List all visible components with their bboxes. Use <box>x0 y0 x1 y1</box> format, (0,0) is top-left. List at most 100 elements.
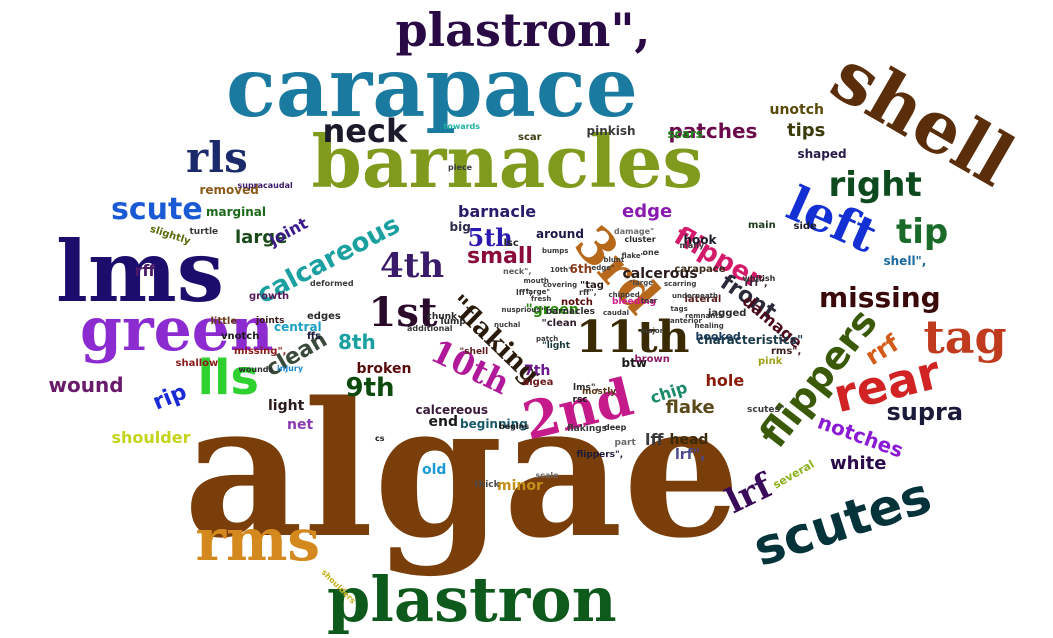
cloud-word: carapace <box>674 264 726 275</box>
cloud-word: mouth <box>523 276 549 285</box>
cloud-word: vnotch <box>221 331 260 342</box>
cloud-word: supra <box>886 398 964 426</box>
cloud-word: blunt <box>603 255 625 264</box>
cloud-word: bleeding <box>612 296 657 307</box>
cloud-word: hook <box>683 233 717 247</box>
cloud-word: edge <box>622 201 673 222</box>
cloud-word: algea <box>522 377 554 388</box>
cloud-word: big <box>449 220 471 234</box>
cloud-word: shallow <box>175 358 219 369</box>
cloud-word: damage" <box>614 227 655 236</box>
cloud-word: anterior <box>670 316 702 325</box>
cloud-word: thick <box>474 479 500 490</box>
cloud-word: part <box>614 437 636 448</box>
cloud-word: carapace <box>226 40 638 136</box>
cloud-word: "clean <box>541 318 577 329</box>
cloud-word: caudal <box>603 308 629 317</box>
cloud-word: brown <box>634 354 670 365</box>
cloud-word: end <box>428 414 458 430</box>
cloud-word: hole <box>705 371 745 390</box>
cloud-word: many <box>679 241 705 250</box>
cloud-word: nuchal <box>494 320 521 329</box>
cloud-word: scar <box>518 132 542 143</box>
cloud-word: barnacles <box>311 119 703 204</box>
cloud-word: cluster <box>624 235 656 244</box>
cloud-word: "tag <box>580 280 604 291</box>
cloud-word: "green <box>525 302 579 318</box>
cloud-word: whitish <box>742 274 776 283</box>
cloud-word: large <box>235 227 288 248</box>
cloud-word: several <box>770 457 816 491</box>
cloud-word: chipped <box>608 290 640 299</box>
cloud-word: bumps <box>542 246 569 255</box>
cloud-word: minor <box>497 478 543 494</box>
cloud-word: right <box>828 165 922 205</box>
cloud-word: one <box>642 248 660 257</box>
cloud-word: removed <box>199 183 259 197</box>
cloud-word: covering <box>543 280 578 289</box>
cloud-word: calcerous <box>622 266 698 282</box>
cloud-word: head <box>669 432 709 448</box>
cloud-word: towards <box>443 122 481 131</box>
cloud-word: patches <box>668 119 758 143</box>
cloud-word: missing", <box>234 346 287 357</box>
cloud-word: rsc <box>572 394 588 405</box>
cloud-word: pink <box>758 356 783 367</box>
cloud-word: tips <box>787 120 826 141</box>
cloud-word: beginning <box>460 417 528 431</box>
cloud-word: "large <box>629 278 653 287</box>
cloud-word: tag <box>923 310 1007 364</box>
cloud-word: shaped <box>797 147 847 161</box>
cloud-word: patch <box>536 334 559 343</box>
cloud-word: scale <box>535 471 559 480</box>
cloud-word: joint <box>265 213 311 250</box>
cloud-word: algae <box>183 360 741 579</box>
cloud-word: tear <box>641 296 658 305</box>
cloud-word: scarring <box>664 279 697 288</box>
cloud-word: "light <box>542 340 571 351</box>
cloud-word: btw <box>621 356 647 370</box>
cloud-word: deep <box>604 423 627 432</box>
cloud-word: 9th <box>345 373 395 403</box>
cloud-word: main <box>748 220 776 231</box>
cloud-word: lms <box>56 222 225 321</box>
cloud-word: scutes" <box>747 404 785 415</box>
cloud-word: supracaudal <box>237 181 293 190</box>
cloud-word: neck <box>322 112 408 150</box>
cloud-word: rff", <box>579 288 597 297</box>
cloud-word: 8th <box>338 330 376 354</box>
cloud-word: underneath <box>672 291 718 300</box>
cloud-word: old <box>422 462 447 478</box>
cloud-word: cs <box>375 434 385 443</box>
cloud-word: wound <box>48 373 124 397</box>
cloud-word: flake <box>665 397 715 418</box>
cloud-word: notch <box>561 297 593 308</box>
cloud-word: lateral <box>684 294 722 305</box>
cloud-word: rms <box>195 506 321 574</box>
cloud-word: flippers", <box>576 449 624 460</box>
cloud-word: lls <box>197 350 259 406</box>
cloud-word: 11th <box>576 312 690 363</box>
cloud-word: shell", <box>883 254 927 268</box>
cloud-word: lms", <box>573 382 599 393</box>
cloud-word: 10th" <box>550 265 572 274</box>
cloud-word: side <box>793 221 817 232</box>
cloud-word: pinkish <box>586 124 636 138</box>
cloud-word: fresh <box>531 294 552 303</box>
cloud-word: neck", <box>503 267 532 276</box>
cloud-word: jagged <box>708 308 747 319</box>
cloud-word: calcereous <box>415 403 489 417</box>
cloud-word: plastron <box>327 563 617 636</box>
cloud-word: additional <box>407 324 453 333</box>
cloud-word: marginal <box>206 205 266 219</box>
cloud-word: barnacle <box>458 202 537 221</box>
cloud-word: deformed <box>310 279 354 288</box>
cloud-word: turtle <box>189 226 219 237</box>
cloud-word: missing <box>819 281 941 314</box>
cloud-word: characteristics" <box>697 333 804 347</box>
cloud-word: light <box>268 398 305 414</box>
cloud-word: white <box>830 453 887 474</box>
cloud-word: major <box>640 326 664 335</box>
cloud-word: mostly <box>582 386 617 397</box>
